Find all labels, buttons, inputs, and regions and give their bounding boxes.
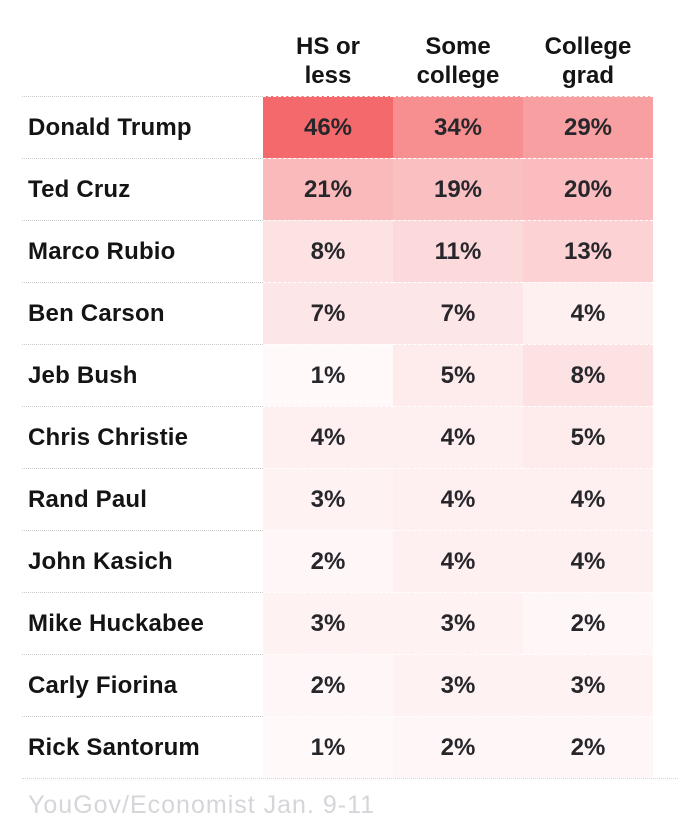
table-row: Rick Santorum 1% 2% 2%: [22, 716, 653, 778]
value-cell: 11%: [393, 220, 523, 282]
candidate-name: Rick Santorum: [22, 716, 263, 778]
value-cell: 1%: [263, 344, 393, 406]
column-header-line: grad: [561, 62, 614, 89]
value-cell: 3%: [393, 592, 523, 654]
table-row: Rand Paul 3% 4% 4%: [22, 468, 653, 530]
value-cell: 34%: [393, 96, 523, 158]
source-caption: YouGov/Economist Jan. 9-11: [28, 791, 376, 819]
column-header-college-grad: College grad: [523, 32, 653, 90]
candidate-name: Mike Huckabee: [22, 592, 263, 654]
value-cell: 29%: [523, 96, 653, 158]
value-cell: 4%: [393, 468, 523, 530]
column-header-line: College: [544, 33, 632, 60]
candidate-name: Marco Rubio: [22, 220, 263, 282]
value-cell: 3%: [393, 654, 523, 716]
table-row: Ted Cruz 21% 19% 20%: [22, 158, 653, 220]
candidate-name: Chris Christie: [22, 406, 263, 468]
value-cell: 8%: [263, 220, 393, 282]
value-cell: 3%: [263, 592, 393, 654]
value-cell: 13%: [523, 220, 653, 282]
candidate-name: Rand Paul: [22, 468, 263, 530]
column-header-line: college: [416, 62, 500, 89]
table-row: Jeb Bush 1% 5% 8%: [22, 344, 653, 406]
table-row: Donald Trump 46% 34% 29%: [22, 96, 653, 158]
table-header: HS or less Some college College grad: [22, 0, 653, 96]
value-cell: 21%: [263, 158, 393, 220]
value-cell: 2%: [523, 716, 653, 778]
value-cell: 19%: [393, 158, 523, 220]
value-cell: 2%: [263, 530, 393, 592]
value-cell: 2%: [393, 716, 523, 778]
table-row: Chris Christie 4% 4% 5%: [22, 406, 653, 468]
candidate-name: Ben Carson: [22, 282, 263, 344]
poll-heatmap: HS or less Some college College grad Don…: [22, 0, 653, 778]
table-row: Marco Rubio 8% 11% 13%: [22, 220, 653, 282]
table-body: Donald Trump 46% 34% 29% Ted Cruz 21% 19% 20…: [22, 96, 653, 778]
candidate-name: Jeb Bush: [22, 344, 263, 406]
column-header-hs-or-less: HS or less: [263, 32, 393, 90]
table-row: John Kasich 2% 4% 4%: [22, 530, 653, 592]
value-cell: 4%: [523, 530, 653, 592]
bottom-divider: [22, 778, 678, 779]
value-cell: 7%: [393, 282, 523, 344]
table-row: Ben Carson 7% 7% 4%: [22, 282, 653, 344]
value-cell: 5%: [523, 406, 653, 468]
table-row: Mike Huckabee 3% 3% 2%: [22, 592, 653, 654]
candidate-name: Ted Cruz: [22, 158, 263, 220]
value-cell: 3%: [263, 468, 393, 530]
value-cell: 46%: [263, 96, 393, 158]
value-cell: 4%: [393, 406, 523, 468]
value-cell: 8%: [523, 344, 653, 406]
candidate-name: Carly Fiorina: [22, 654, 263, 716]
candidate-name: John Kasich: [22, 530, 263, 592]
value-cell: 2%: [523, 592, 653, 654]
column-header-line: HS or: [295, 33, 360, 60]
value-cell: 5%: [393, 344, 523, 406]
value-cell: 20%: [523, 158, 653, 220]
value-cell: 1%: [263, 716, 393, 778]
value-cell: 4%: [263, 406, 393, 468]
table-row: Carly Fiorina 2% 3% 3%: [22, 654, 653, 716]
value-cell: 3%: [523, 654, 653, 716]
value-cell: 4%: [393, 530, 523, 592]
candidate-name: Donald Trump: [22, 96, 263, 158]
column-header-some-college: Some college: [393, 32, 523, 90]
value-cell: 4%: [523, 468, 653, 530]
column-header-line: Some: [425, 33, 491, 60]
value-cell: 4%: [523, 282, 653, 344]
value-cell: 7%: [263, 282, 393, 344]
column-header-line: less: [304, 62, 352, 89]
value-cell: 2%: [263, 654, 393, 716]
